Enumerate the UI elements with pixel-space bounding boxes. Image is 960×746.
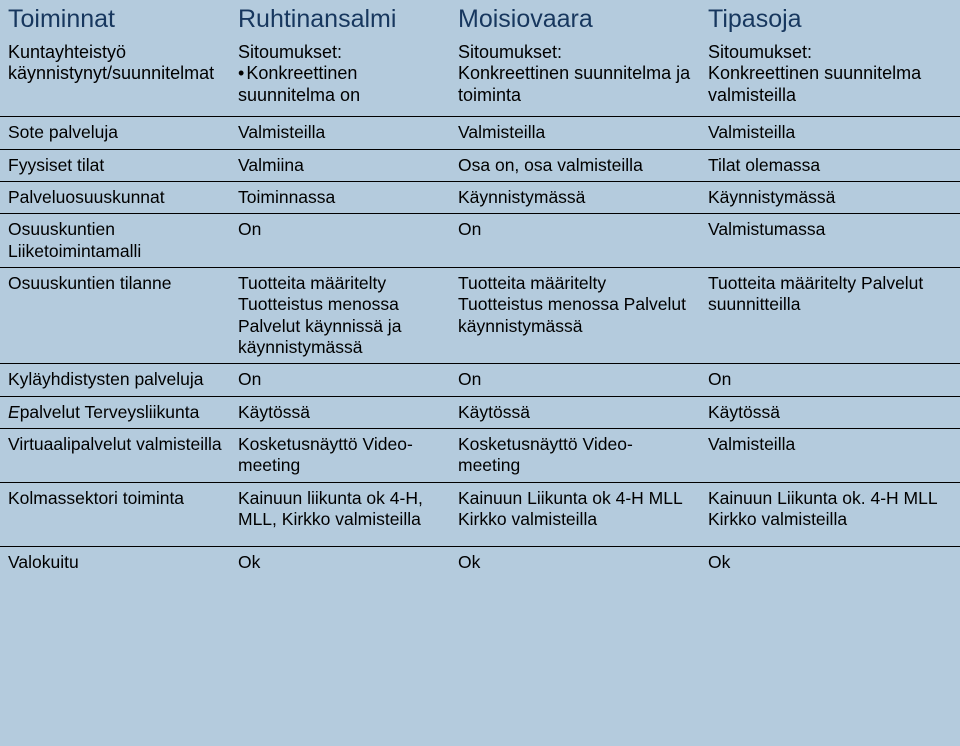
row-label: Kyläyhdistysten palveluja (0, 364, 230, 396)
row-label: Osuuskuntien Liiketoimintamalli (0, 214, 230, 268)
table-row: Fyysiset tilatValmiinaOsa on, osa valmis… (0, 149, 960, 181)
cell: On (230, 364, 450, 396)
cell: Kainuun Liikunta ok. 4-H MLL Kirkko valm… (700, 482, 960, 535)
table-row: PalveluosuuskunnatToiminnassaKäynnistymä… (0, 182, 960, 214)
row-label: Valokuitu (0, 546, 230, 578)
cell: Tuotteita määritelty Tuotteistus menossa… (450, 268, 700, 364)
col-header-1: Ruhtinansalmi (230, 0, 450, 37)
row-label: Fyysiset tilat (0, 149, 230, 181)
table-row: Virtuaalipalvelut valmisteillaKosketusnä… (0, 429, 960, 483)
table-row: ValokuituOkOkOk (0, 546, 960, 578)
cell: Kosketusnäyttö Video-meeting (450, 429, 700, 483)
cell: Toiminnassa (230, 182, 450, 214)
cell: Kosketusnäyttö Video-meeting (230, 429, 450, 483)
col-header-3: Tipasoja (700, 0, 960, 37)
row-label: Kolmassektori toiminta (0, 482, 230, 535)
subheader-0: Kuntayhteistyö käynnistynyt/suunnitelmat (0, 37, 230, 113)
cell: Valmistumassa (700, 214, 960, 268)
cell: On (230, 214, 450, 268)
subheader-3: Sitoumukset: Konkreettinen suunnitelma v… (700, 37, 960, 113)
status-table: Toiminnat Ruhtinansalmi Moisiovaara Tipa… (0, 0, 960, 578)
cell: Kainuun liikunta ok 4-H, MLL, Kirkko val… (230, 482, 450, 535)
subheader-row: Kuntayhteistyö käynnistynyt/suunnitelmat… (0, 37, 960, 113)
cell: Ok (230, 546, 450, 578)
row-label: Epalvelut Terveysliikunta (0, 396, 230, 428)
table-row: Kyläyhdistysten palvelujaOnOnOn (0, 364, 960, 396)
cell: Tuotteita määritelty Palvelut suunnittei… (700, 268, 960, 364)
cell: Tuotteita määritelty Tuotteistus menossa… (230, 268, 450, 364)
cell: Käytössä (700, 396, 960, 428)
col-header-2: Moisiovaara (450, 0, 700, 37)
spacer-row (0, 536, 960, 547)
row-label: Palveluosuuskunnat (0, 182, 230, 214)
cell: Kainuun Liikunta ok 4-H MLL Kirkko valmi… (450, 482, 700, 535)
table-row: Osuuskuntien LiiketoimintamalliOnOnValmi… (0, 214, 960, 268)
col-header-0: Toiminnat (0, 0, 230, 37)
cell: Valmiina (230, 149, 450, 181)
table-row: Epalvelut TerveysliikuntaKäytössäKäytöss… (0, 396, 960, 428)
table-row: Osuuskuntien tilanneTuotteita määritelty… (0, 268, 960, 364)
subheader-1: Sitoumukset: Konkreettinen suunnitelma o… (230, 37, 450, 113)
subheader-2: Sitoumukset: Konkreettinen suunnitelma j… (450, 37, 700, 113)
cell: Käytössä (450, 396, 700, 428)
cell: Tilat olemassa (700, 149, 960, 181)
cell: On (450, 214, 700, 268)
cell: Ok (700, 546, 960, 578)
cell: Osa on, osa valmisteilla (450, 149, 700, 181)
cell: Ok (450, 546, 700, 578)
cell: Valmisteilla (230, 117, 450, 149)
cell: Käynnistymässä (450, 182, 700, 214)
cell: Valmisteilla (450, 117, 700, 149)
table-row: Kolmassektori toimintaKainuun liikunta o… (0, 482, 960, 535)
table-row: Sote palvelujaValmisteillaValmisteillaVa… (0, 117, 960, 149)
cell: Käytössä (230, 396, 450, 428)
row-label: Virtuaalipalvelut valmisteilla (0, 429, 230, 483)
row-label: Osuuskuntien tilanne (0, 268, 230, 364)
cell: Valmisteilla (700, 429, 960, 483)
cell: On (700, 364, 960, 396)
cell: On (450, 364, 700, 396)
table-body: Sote palvelujaValmisteillaValmisteillaVa… (0, 117, 960, 578)
header-row: Toiminnat Ruhtinansalmi Moisiovaara Tipa… (0, 0, 960, 37)
cell: Valmisteilla (700, 117, 960, 149)
row-label: Sote palveluja (0, 117, 230, 149)
cell: Käynnistymässä (700, 182, 960, 214)
